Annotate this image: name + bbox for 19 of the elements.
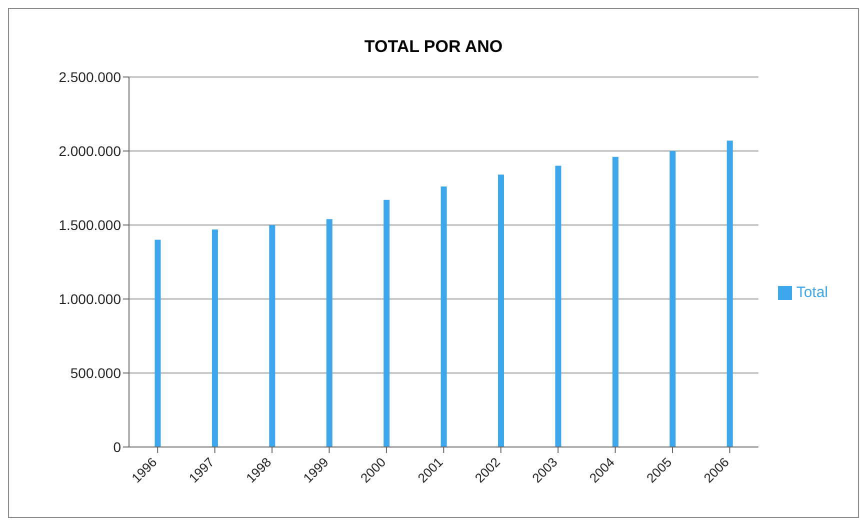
bar <box>440 186 447 447</box>
bar <box>154 240 161 447</box>
y-tick-label: 1.000.000 <box>58 290 122 307</box>
y-tick-label: 2.500.000 <box>58 68 122 85</box>
bar <box>555 166 562 447</box>
bar <box>670 151 676 447</box>
bar <box>326 219 332 447</box>
bar <box>212 229 218 447</box>
y-tick-label: 500.000 <box>70 364 122 381</box>
bar <box>384 200 390 447</box>
bar <box>498 174 504 447</box>
y-tick-label: 0 <box>113 438 122 455</box>
bar <box>726 140 733 447</box>
bar <box>612 156 618 447</box>
y-tick-label: 1.500.000 <box>58 216 122 233</box>
bar <box>269 225 276 447</box>
chart-title: TOTAL POR ANO <box>363 37 504 57</box>
y-tick-label: 2.000.000 <box>58 142 122 159</box>
legend-label: Total <box>796 284 828 300</box>
